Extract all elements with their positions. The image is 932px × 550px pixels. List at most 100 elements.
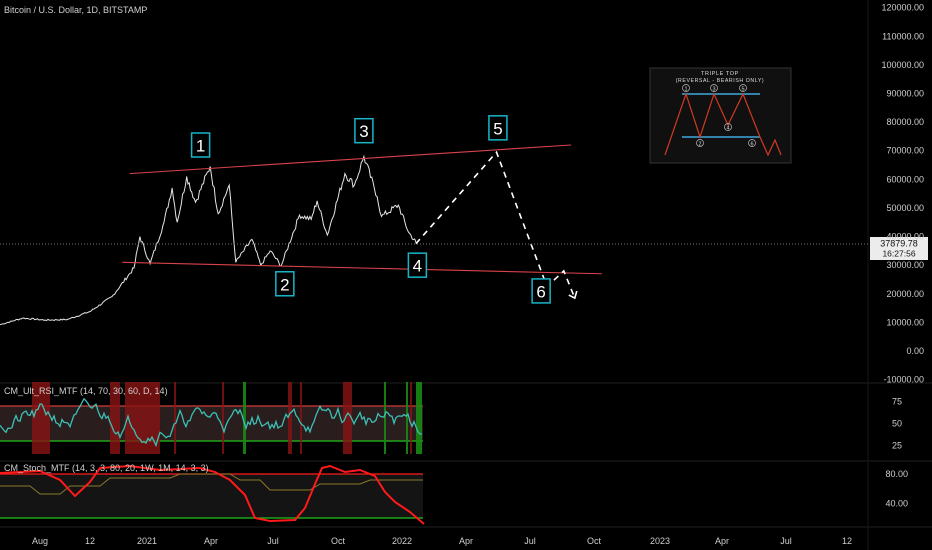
- rsi-overbought-bar: [343, 382, 352, 454]
- x-tick-label: Apr: [715, 536, 729, 546]
- rsi-overbought-bar: [110, 382, 120, 454]
- rsi-overbought-bar: [288, 382, 292, 454]
- time-axis[interactable]: Aug 12 2021 Apr Jul Oct 2022 Apr Jul Oct 2023 Apr Ju…: [32, 536, 852, 546]
- x-tick-label: Oct: [331, 536, 346, 546]
- y-tick-label: 110000.00: [882, 31, 924, 41]
- x-tick-label: 2022: [392, 536, 412, 546]
- upper-trendline[interactable]: [129, 144, 572, 175]
- stoch-tick-label: 80.00: [885, 469, 908, 479]
- chart-title: Bitcoin / U.S. Dollar, 1D, BITSTAMP: [4, 5, 147, 15]
- wave-label-box: [275, 271, 295, 297]
- inset-label: 2: [698, 142, 701, 148]
- y-tick-label: 120000.00: [881, 3, 924, 13]
- inset-label: 6: [750, 142, 753, 148]
- rsi-tick-label: 50: [892, 419, 902, 429]
- inset-marker: [682, 84, 690, 92]
- wave-label-box: [354, 117, 374, 144]
- inset-marker: [696, 139, 704, 147]
- stoch-axis: 80.00 40.00: [885, 469, 908, 508]
- wave-label-box: [407, 252, 428, 278]
- wave-label-box: [190, 132, 211, 158]
- rsi-pane: CM_Ult_RSI_MTF (14, 70, 30, 60, D, 14): [0, 382, 423, 454]
- triple-top-inset: TRIPLE TOP (REVERSAL - BEARISH ONLY) 1 2…: [649, 67, 792, 164]
- wave-label-5[interactable]: 5: [488, 115, 508, 141]
- wave-label-text: 1: [196, 137, 205, 156]
- projection-arrowhead: [568, 290, 578, 300]
- rsi-tick-label: 25: [892, 440, 902, 450]
- wave-label-6[interactable]: 6: [531, 278, 551, 304]
- price-tag-countdown: 16:27:56: [882, 249, 915, 259]
- wave-label-box: [531, 278, 551, 304]
- wave-label-text: 5: [493, 119, 502, 138]
- x-tick-label: Jul: [780, 536, 792, 546]
- inset-marker: [748, 139, 756, 147]
- y-tick-label: 60000.00: [886, 174, 924, 184]
- y-tick-label: 10000.00: [886, 317, 924, 327]
- inset-marker: [710, 84, 718, 92]
- wave-label-text: 4: [413, 257, 422, 276]
- rsi-overbought-bar: [32, 382, 50, 454]
- inset-label: 1: [684, 87, 687, 93]
- y-tick-label: 30000.00: [886, 260, 924, 270]
- rsi-overbought-bar: [222, 382, 224, 454]
- x-tick-label: 2021: [137, 536, 157, 546]
- y-tick-label: 20000.00: [886, 289, 924, 299]
- rsi-oversold-bar: [384, 382, 386, 454]
- rsi-overbought-bar: [410, 382, 412, 454]
- rsi-overbought-bar: [174, 382, 176, 454]
- inset-subtitle: (REVERSAL - BEARISH ONLY): [676, 78, 765, 84]
- y-tick-label: 50000.00: [886, 203, 924, 213]
- stoch-pane: CM_Stoch_MTF (14, 3, 3, 80, 20, 1W, 1M, …: [0, 463, 425, 525]
- rsi-band: [0, 406, 423, 441]
- price-pane: 1 2 3 4 5 6: [0, 115, 602, 326]
- wave-label-text: 2: [280, 275, 289, 294]
- wave-label-3[interactable]: 3: [354, 117, 374, 144]
- wave-label-2[interactable]: 2: [275, 271, 295, 297]
- x-tick-label: Jul: [267, 536, 279, 546]
- x-tick-label: 12: [85, 536, 95, 546]
- x-tick-label: Apr: [459, 536, 473, 546]
- lower-trendline[interactable]: [122, 261, 602, 275]
- stoch-label: CM_Stoch_MTF (14, 3, 3, 80, 20, 1W, 1M, …: [4, 463, 209, 473]
- stoch-band: [0, 474, 423, 518]
- rsi-oversold-bar: [243, 382, 246, 454]
- rsi-oversold-bar: [416, 382, 422, 454]
- price-line: [0, 154, 417, 326]
- x-tick-label: Apr: [204, 536, 218, 546]
- wave-label-1[interactable]: 1: [190, 132, 211, 158]
- inset-pattern-line: [664, 92, 782, 157]
- price-tag-value: 37879.78: [880, 239, 918, 249]
- x-tick-label: Oct: [587, 536, 602, 546]
- y-tick-label: 40000.00: [886, 232, 924, 242]
- price-axis[interactable]: 120000.00 110000.00 100000.00 90000.00 80000…: [881, 3, 924, 385]
- price-tag: 37879.78 16:27:56: [870, 237, 928, 260]
- projection-path[interactable]: [415, 150, 576, 299]
- rsi-oversold-bar: [406, 382, 408, 454]
- inset-label: 4: [726, 126, 729, 132]
- y-tick-label: 80000.00: [886, 117, 924, 127]
- wave-label-box: [488, 115, 508, 141]
- x-tick-label: 12: [842, 536, 852, 546]
- rsi-label: CM_Ult_RSI_MTF (14, 70, 30, 60, D, 14): [4, 386, 168, 396]
- wave-label-text: 6: [536, 282, 545, 301]
- wave-label-4[interactable]: 4: [407, 252, 428, 278]
- x-tick-label: Jul: [524, 536, 536, 546]
- inset-label: 5: [741, 87, 744, 93]
- x-tick-label: Aug: [32, 536, 48, 546]
- inset-label: 3: [712, 87, 715, 93]
- y-tick-label: -10000.00: [883, 375, 924, 385]
- stoch-tick-label: 40.00: [885, 498, 908, 508]
- rsi-axis: 75 50 25: [892, 397, 902, 451]
- x-tick-label: 2023: [650, 536, 670, 546]
- rsi-highlights: [32, 382, 422, 454]
- stoch-line: [0, 464, 425, 525]
- y-tick-label: 0.00: [906, 346, 924, 356]
- rsi-tick-label: 75: [892, 397, 902, 407]
- stoch-signal-line: [0, 473, 423, 495]
- y-tick-label: 100000.00: [881, 60, 924, 70]
- rsi-overbought-bar: [300, 382, 302, 454]
- wave-label-text: 3: [359, 122, 368, 141]
- y-tick-label: 90000.00: [886, 89, 924, 99]
- y-tick-label: 70000.00: [886, 146, 924, 156]
